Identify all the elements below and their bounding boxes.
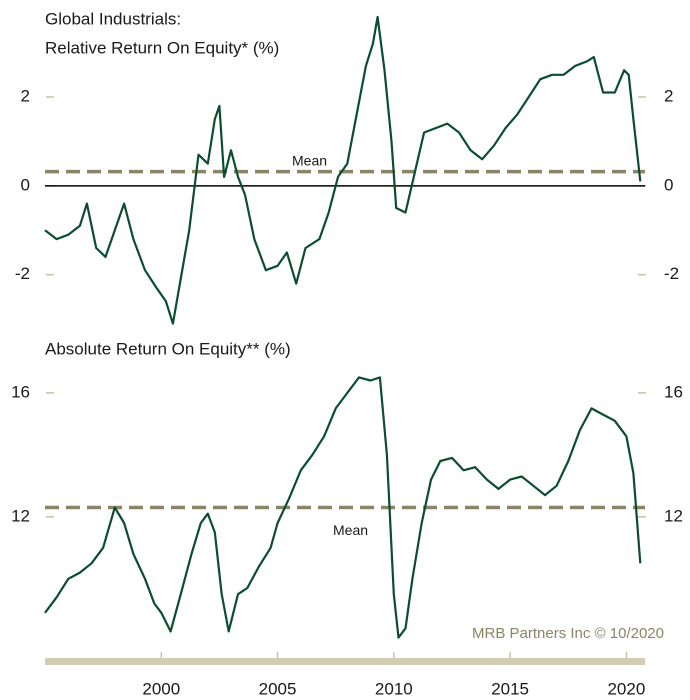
y2-tick-label: -2 [664, 264, 679, 283]
y-tick-label: 0 [21, 175, 30, 194]
data-line [44, 15, 642, 325]
y-tick-label: 16 [11, 382, 30, 401]
y2-tick-label: 16 [664, 382, 683, 401]
x-axis-band [45, 658, 645, 665]
x-tick-label: 2005 [259, 679, 297, 698]
x-tick-label: 2010 [375, 679, 413, 698]
mean-label: Mean [333, 522, 368, 538]
x-tick-label: 2000 [142, 679, 180, 698]
y2-tick-label: 2 [664, 86, 673, 105]
chart-title: Global Industrials: [45, 9, 181, 28]
x-tick-label: 2020 [607, 679, 645, 698]
data-line [44, 376, 642, 639]
mean-label: Mean [292, 152, 327, 168]
y-tick-label: 12 [11, 506, 30, 525]
y-tick-label: -2 [15, 264, 30, 283]
y-tick-label: 2 [21, 86, 30, 105]
source: MRB Partners Inc © 10/2020 [472, 625, 664, 642]
y2-tick-label: 0 [664, 175, 673, 194]
chart-title: Relative Return On Equity* (%) [45, 38, 279, 57]
y2-tick-label: 12 [664, 506, 683, 525]
chart-title: Absolute Return On Equity** (%) [45, 339, 291, 358]
x-tick-label: 2015 [491, 679, 529, 698]
